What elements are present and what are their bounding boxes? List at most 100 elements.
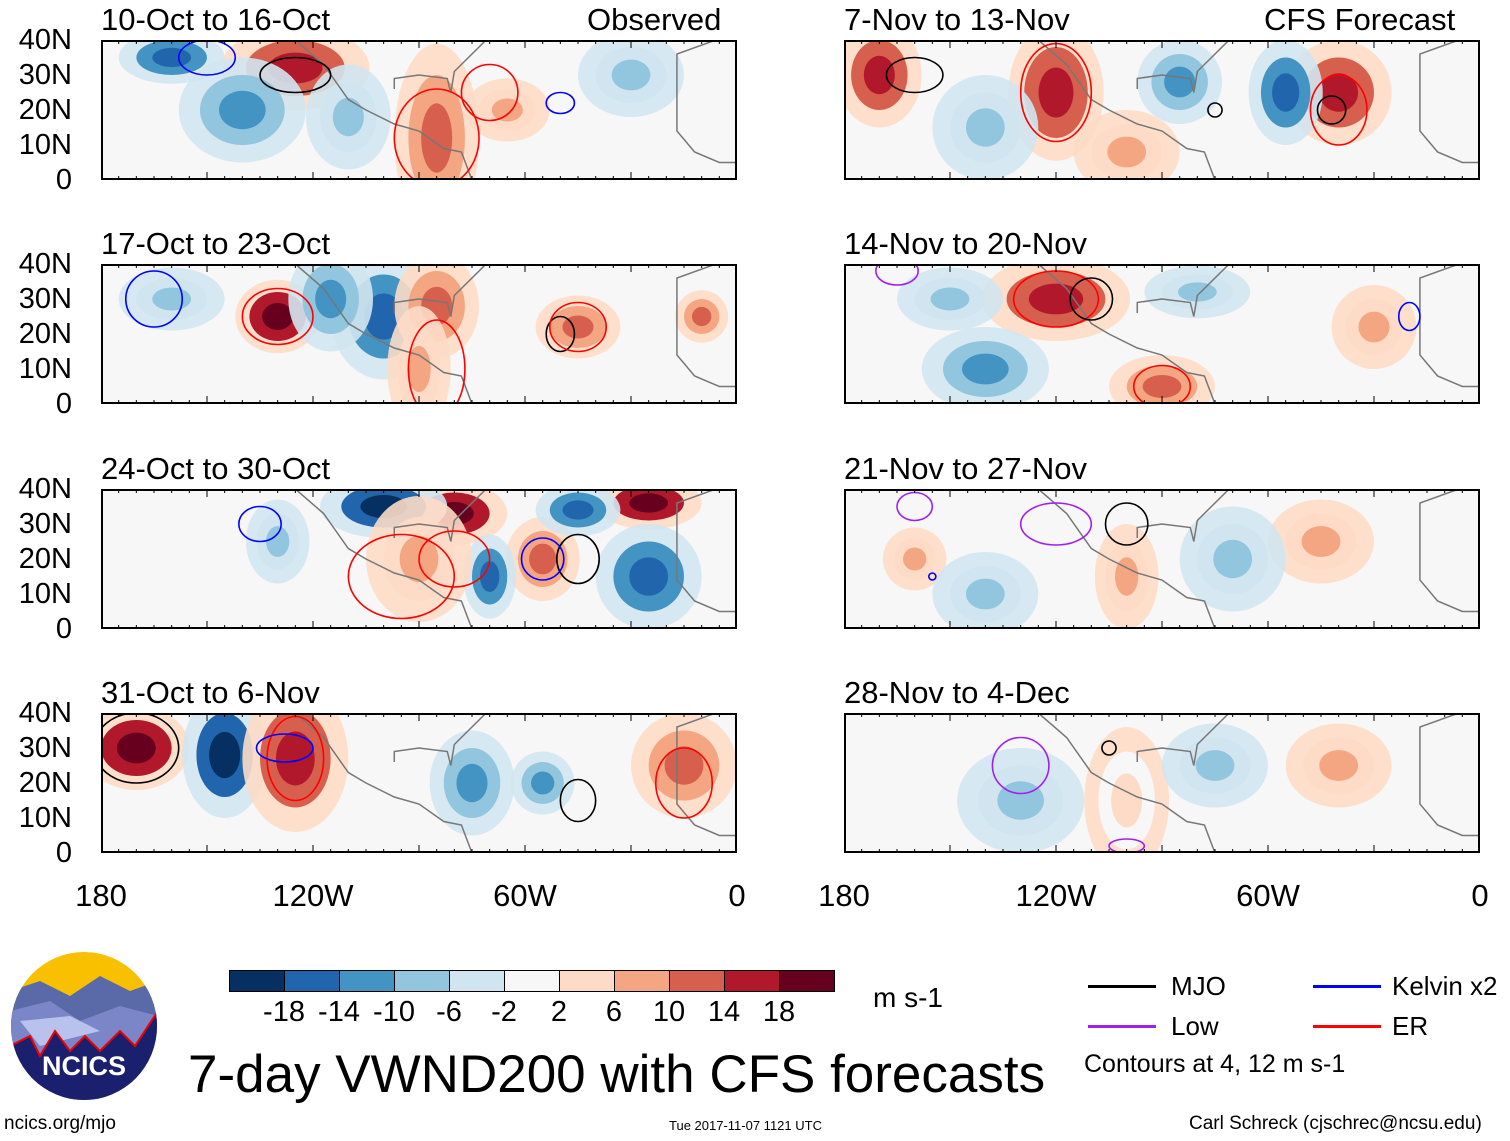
coastline <box>1037 712 1216 854</box>
lat-label: 30N <box>18 59 72 91</box>
coastline <box>1136 259 1234 317</box>
lat-label: 0 <box>55 388 72 420</box>
panel-title: 7-Nov to 13-Nov <box>844 2 1070 37</box>
lat-label: 30N <box>18 283 72 315</box>
coastline <box>676 488 737 613</box>
anomaly-core <box>531 771 555 795</box>
coastline <box>1419 488 1480 613</box>
contour <box>238 505 282 543</box>
anomaly-core <box>1213 539 1253 579</box>
coastline <box>393 259 491 317</box>
anomaly-core <box>209 731 241 779</box>
colorbar-tick: -18 <box>263 996 305 1028</box>
lat-label: 20N <box>18 318 72 350</box>
anomaly-core <box>930 287 970 311</box>
coastline <box>676 39 737 164</box>
lon-label: 120W <box>1015 878 1097 913</box>
panel-title: 31-Oct to 6-Nov <box>101 675 320 710</box>
colorbar-swatch <box>229 970 285 992</box>
legend-mjo-line <box>1088 985 1156 988</box>
anomaly-core <box>491 98 523 122</box>
colorbar-swatch <box>614 970 670 992</box>
anomaly-core <box>116 732 156 764</box>
coastline <box>1037 39 1216 181</box>
colorbar-tick: 10 <box>652 996 686 1028</box>
anomaly-core <box>863 55 895 95</box>
map-panel <box>100 246 738 432</box>
coastline <box>676 263 737 388</box>
colorbar-swatch <box>779 970 835 992</box>
anomaly-core <box>1115 557 1139 596</box>
anomaly-core <box>903 547 927 571</box>
colorbar-tick: 2 <box>550 996 568 1028</box>
colorbar-swatch <box>449 970 505 992</box>
contour <box>460 63 519 122</box>
contour <box>654 747 714 819</box>
logo-text: NCICS <box>42 1051 126 1081</box>
contour <box>347 533 456 620</box>
anomaly-core <box>456 763 488 803</box>
lat-label: 10N <box>18 353 72 385</box>
ncics-logo: NCICS <box>10 951 158 1101</box>
anomaly-core <box>1038 67 1074 118</box>
anomaly-core <box>219 90 266 130</box>
coastline <box>1136 484 1234 542</box>
anomaly-core <box>262 303 294 330</box>
contour <box>556 533 600 585</box>
colorbar-swatch <box>394 970 450 992</box>
map-panel <box>83 685 738 854</box>
lat-label: 40N <box>18 248 72 280</box>
panel-title: 10-Oct to 16-Oct <box>101 2 331 37</box>
contour <box>548 301 608 353</box>
lat-label: 0 <box>55 837 72 869</box>
coastline <box>393 484 491 542</box>
coastline <box>676 712 737 837</box>
contour <box>520 537 565 581</box>
lat-label: 10N <box>18 802 72 834</box>
panel-title: 14-Nov to 20-Nov <box>844 226 1087 261</box>
colorbar-tick: 14 <box>707 996 741 1028</box>
lat-label: 30N <box>18 732 72 764</box>
anomaly-core <box>364 293 404 340</box>
footer-url[interactable]: ncics.org/mjo <box>4 1113 116 1134</box>
anomaly-core <box>1107 136 1147 168</box>
contour <box>1101 740 1117 756</box>
lat-label: 20N <box>18 767 72 799</box>
legend-kelvin-line <box>1313 985 1381 988</box>
contour <box>1069 277 1114 321</box>
coastline <box>1136 35 1234 93</box>
anomaly-core <box>1319 73 1359 112</box>
panel-title: 21-Nov to 27-Nov <box>844 451 1087 486</box>
coastline <box>393 708 491 766</box>
anomaly-core <box>1164 66 1196 98</box>
lat-label: 30N <box>18 508 72 540</box>
map-panel <box>100 475 738 630</box>
anomaly-core <box>611 59 651 91</box>
contour <box>1207 102 1223 118</box>
contour <box>885 56 944 94</box>
lat-label: 10N <box>18 578 72 610</box>
contour <box>928 572 937 581</box>
lon-label: 60W <box>493 878 557 913</box>
contour-note: Contours at 4, 12 m s-1 <box>1084 1050 1346 1078</box>
contour <box>545 91 576 115</box>
lat-label: 40N <box>18 24 72 56</box>
map-panel <box>843 708 1481 874</box>
anomaly-core <box>1319 750 1359 781</box>
panel-title: 24-Oct to 30-Oct <box>101 451 331 486</box>
anomaly-core <box>1028 283 1084 315</box>
contour <box>124 270 184 328</box>
map-panel <box>836 22 1481 194</box>
lon-label: 60W <box>1236 878 1300 913</box>
anomaly-core <box>629 493 669 513</box>
map-panel <box>843 256 1481 418</box>
colorbar-tick: -6 <box>436 996 462 1028</box>
colorbar-swatch <box>724 970 780 992</box>
anomaly-core <box>407 345 431 393</box>
lat-label: 0 <box>55 164 72 196</box>
colorbar-swatch <box>559 970 615 992</box>
colorbar-tick: -2 <box>491 996 517 1028</box>
coastline <box>294 39 473 181</box>
anomaly-core <box>691 306 712 327</box>
map-panel <box>100 26 738 233</box>
